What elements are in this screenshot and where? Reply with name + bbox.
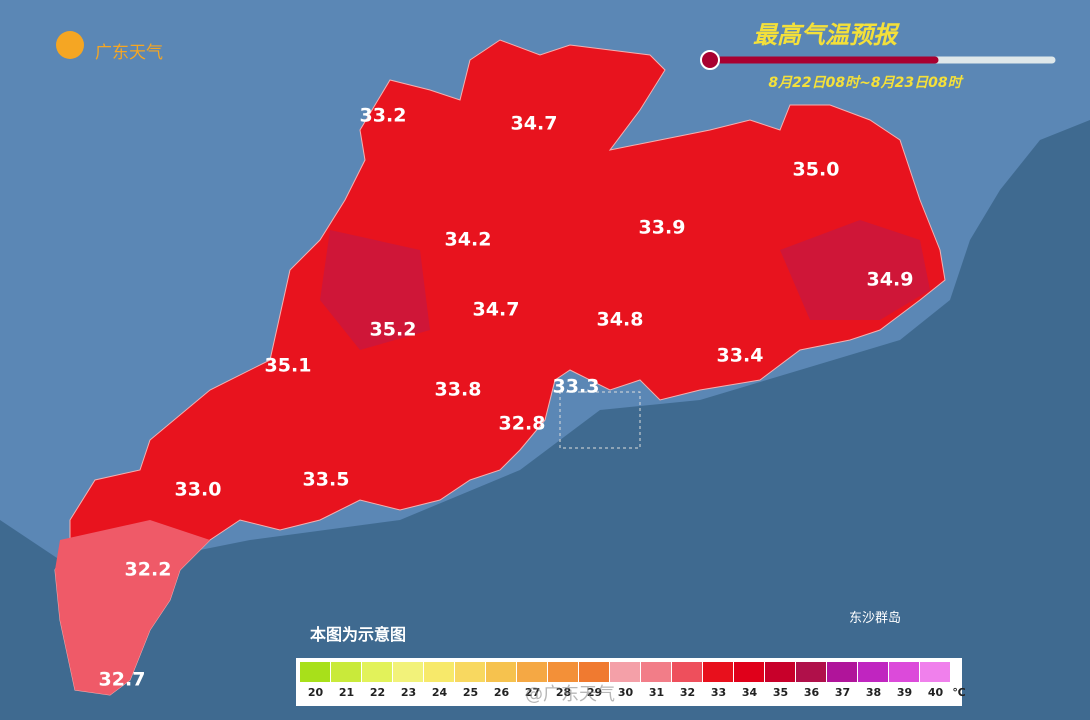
legend-swatch bbox=[827, 662, 857, 682]
legend-label: 25 bbox=[463, 686, 478, 699]
legend-label: 32 bbox=[680, 686, 695, 699]
temp-label: 32.7 bbox=[99, 669, 146, 691]
logo-text: 广东天气 bbox=[95, 43, 163, 63]
temp-label: 34.2 bbox=[445, 229, 492, 251]
legend-label: 29 bbox=[587, 686, 602, 699]
legend-swatch bbox=[641, 662, 671, 682]
temp-label: 34.7 bbox=[511, 113, 558, 135]
legend-swatch bbox=[393, 662, 423, 682]
legend-swatch bbox=[548, 662, 578, 682]
legend-label: 33 bbox=[711, 686, 726, 699]
logo-icon bbox=[56, 31, 84, 59]
temp-label: 33.3 bbox=[553, 376, 600, 398]
hk-box bbox=[559, 391, 641, 449]
legend-label: 30 bbox=[618, 686, 634, 699]
legend-unit: ℃ bbox=[952, 686, 965, 699]
labels: 33.2 34.7 35.0 34.2 33.9 34.9 34.7 35.2 34.8 35.1… bbox=[99, 105, 914, 691]
legend-swatch bbox=[331, 662, 361, 682]
legend-swatch bbox=[889, 662, 919, 682]
temp-label: 35.1 bbox=[265, 355, 312, 377]
temp-label: 32.8 bbox=[499, 413, 546, 435]
legend-swatch bbox=[920, 662, 950, 682]
legend: 20 21 22 23 24 25 26 27 28 29 30 31 32 33 34 35 36 37 38 39… bbox=[300, 662, 966, 699]
warm-zone bbox=[780, 220, 930, 320]
temp-label: 33.2 bbox=[360, 105, 407, 127]
temp-label: 34.8 bbox=[597, 309, 644, 331]
legend-label: 21 bbox=[339, 686, 354, 699]
legend-label: 37 bbox=[835, 686, 850, 699]
legend-swatch bbox=[796, 662, 826, 682]
temp-label: 32.2 bbox=[125, 559, 172, 581]
warm-zone bbox=[320, 230, 430, 350]
legend-swatch bbox=[672, 662, 702, 682]
legend-swatch bbox=[362, 662, 392, 682]
temp-label: 35.2 bbox=[370, 319, 417, 341]
legend-swatch bbox=[765, 662, 795, 682]
legend-swatch bbox=[858, 662, 888, 682]
temp-label: 35.0 bbox=[793, 159, 840, 181]
legend-label: 27 bbox=[525, 686, 540, 699]
watermark: @广东天气 bbox=[525, 684, 615, 705]
legend-label: 38 bbox=[866, 686, 881, 699]
slider-knob bbox=[700, 50, 720, 70]
legend-swatch bbox=[579, 662, 609, 682]
legend-label: 26 bbox=[494, 686, 510, 699]
temp-label: 33.9 bbox=[639, 217, 686, 239]
legend-label: 20 bbox=[308, 686, 324, 699]
legend-label: 40 bbox=[928, 686, 944, 699]
legend-label: 23 bbox=[401, 686, 416, 699]
legend-label: 31 bbox=[649, 686, 664, 699]
legend-swatch bbox=[517, 662, 547, 682]
legend-label: 34 bbox=[742, 686, 758, 699]
legend-label: 22 bbox=[370, 686, 385, 699]
temp-label: 33.8 bbox=[435, 379, 482, 401]
legend-swatch bbox=[703, 662, 733, 682]
legend-swatch bbox=[300, 662, 330, 682]
title: 最高气温预报 bbox=[753, 21, 900, 49]
temp-label: 33.4 bbox=[717, 345, 764, 367]
legend-label: 39 bbox=[897, 686, 912, 699]
subtitle: 8月22日08时~8月23日08时 bbox=[768, 75, 964, 91]
legend-swatch bbox=[486, 662, 516, 682]
temp-label: 34.7 bbox=[473, 299, 520, 321]
legend-swatch bbox=[424, 662, 454, 682]
legend-swatch bbox=[734, 662, 764, 682]
legend-label: 24 bbox=[432, 686, 448, 699]
legend-label: 35 bbox=[773, 686, 788, 699]
legend-label: 36 bbox=[804, 686, 820, 699]
temp-label: 33.5 bbox=[303, 469, 350, 491]
note: 本图为示意图 bbox=[310, 625, 406, 644]
temp-label: 33.0 bbox=[175, 479, 222, 501]
legend-swatch bbox=[610, 662, 640, 682]
island-label: 东沙群岛 bbox=[849, 610, 901, 626]
province bbox=[54, 39, 946, 696]
temp-label: 34.9 bbox=[867, 269, 914, 291]
legend-label: 28 bbox=[556, 686, 571, 699]
pink-zone bbox=[55, 520, 210, 695]
legend-swatch bbox=[455, 662, 485, 682]
